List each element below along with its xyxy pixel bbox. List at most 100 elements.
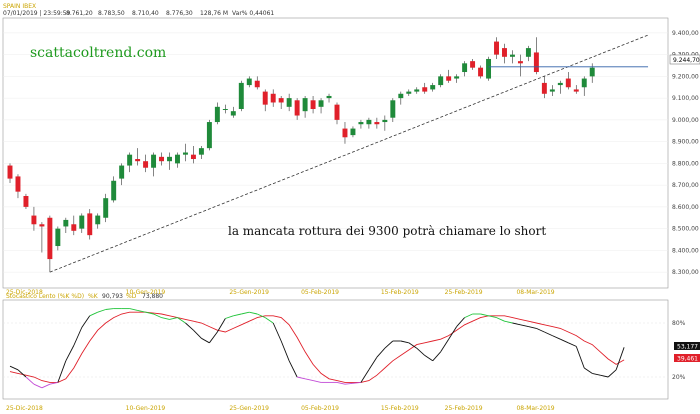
stoch-k-segment — [17, 369, 27, 378]
candle-body — [103, 198, 109, 218]
stoch-k-segment — [568, 342, 577, 347]
candle-body — [326, 95, 332, 99]
candle-body — [167, 156, 172, 162]
price-x-tick: 25-Feb-2019 — [445, 289, 483, 296]
price-y-tick: 8.400,00 — [672, 247, 699, 254]
stoch-k-segment — [25, 376, 35, 385]
stoch-x-tick: 25-Feb-2019 — [445, 405, 483, 412]
stoch-k-segment — [440, 338, 450, 353]
price-y-axis: 9.400,009.300,009.200,009.100,009.000,00… — [672, 30, 699, 276]
candle — [167, 152, 172, 170]
candle-body — [573, 89, 579, 92]
stoch-last-markers: 53,177 39,461 — [674, 342, 700, 363]
stoch-k-segment — [432, 351, 442, 362]
candle-body — [270, 93, 276, 103]
stoch-k-segment — [57, 360, 67, 383]
candle-body — [143, 161, 149, 168]
candle — [541, 76, 547, 99]
stoch-x-tick: 08-Mar-2019 — [516, 405, 554, 412]
candle-body — [390, 100, 396, 118]
candle-body — [135, 159, 141, 162]
stoch-k-segment — [600, 374, 609, 378]
candle-body — [286, 98, 292, 107]
price-panel-frame — [2, 17, 669, 289]
candle — [581, 76, 587, 96]
candle-body — [294, 100, 300, 116]
stoch-k-segment — [49, 381, 58, 385]
stoch-legend: Stocastico Lento (%K %D) %K 90,793 %D 73… — [6, 293, 163, 300]
candle — [533, 37, 539, 75]
candle — [358, 119, 364, 129]
candle-body — [533, 52, 539, 73]
candle-body — [462, 63, 468, 73]
candle — [270, 89, 276, 107]
candle — [406, 89, 412, 96]
candle-body — [478, 67, 484, 77]
candle — [342, 122, 348, 144]
stoch-k-segment — [544, 331, 553, 337]
stoch-k-segment — [65, 345, 75, 362]
stoch-k-segment — [9, 365, 19, 371]
candle-body — [406, 91, 412, 94]
stoch-k-segment — [352, 381, 361, 384]
candle — [135, 148, 141, 166]
stoch-k-segment — [129, 308, 138, 311]
price-y-tick: 8.600,00 — [672, 204, 699, 211]
candle-body — [517, 61, 523, 64]
header: SPAIN IBEX 07/01/2019 | 23:59:59 8.761,2… — [3, 3, 274, 17]
candle-body — [206, 122, 212, 149]
candle-body — [342, 128, 348, 138]
candle-body — [382, 119, 388, 123]
candle-body — [254, 80, 260, 88]
stoch-y-tick: 80% — [672, 320, 686, 327]
stoch-k-segment — [201, 337, 210, 344]
stoch-k-segment — [575, 346, 585, 369]
symbol-label: SPAIN IBEX — [3, 3, 36, 10]
stoch-k-segment — [225, 315, 234, 319]
price-y-tick: 9.100,00 — [672, 95, 699, 102]
candle — [198, 145, 204, 160]
stoch-k-segment — [536, 327, 545, 333]
candle-body — [334, 104, 340, 120]
stoch-k-segment — [528, 326, 537, 329]
stoch-k-segment — [304, 378, 314, 382]
stoch-k-name: %K — [88, 293, 99, 300]
candle — [470, 58, 476, 70]
stoch-gridlines: 80% 20% — [3, 320, 686, 381]
stoch-k-segment — [520, 324, 529, 328]
candle-body — [262, 91, 268, 105]
stoch-k-last: 53,177 — [677, 344, 698, 351]
candle-body — [214, 106, 220, 123]
stoch-k-segment — [297, 376, 306, 380]
candle-body — [222, 109, 228, 110]
stoch-k-segment — [153, 313, 162, 319]
candle-body — [509, 54, 515, 57]
candle-body — [486, 58, 492, 79]
candle — [190, 145, 196, 164]
candle — [462, 61, 468, 77]
stoch-k-segment — [169, 317, 178, 320]
candle — [318, 98, 324, 114]
price-y-tick: 8.700,00 — [672, 182, 699, 189]
candle — [79, 213, 85, 233]
candle — [214, 102, 220, 125]
chart-annotation: la mancata rottura dei 9300 potrà chiama… — [228, 224, 546, 238]
candle-body — [71, 224, 77, 231]
stoch-d-last: 39,461 — [677, 356, 698, 363]
stoch-k-segment — [97, 309, 106, 313]
candle — [549, 85, 555, 96]
candle-body — [502, 48, 507, 57]
candle-body — [422, 87, 428, 92]
stoch-k-value: 90,793 — [102, 293, 123, 300]
stoch-k-segment — [615, 347, 625, 370]
candle — [47, 215, 53, 273]
candle — [254, 76, 260, 90]
stoch-k-segment — [41, 383, 51, 389]
price-x-tick: 10-Gen-2019 — [126, 289, 166, 296]
price-x-tick: 15-Feb-2019 — [381, 289, 419, 296]
stoch-k-segment — [416, 347, 426, 356]
last-price-label: 9.244,70 — [673, 57, 700, 64]
candle-body — [198, 148, 204, 155]
stoch-k-segment — [264, 317, 274, 324]
